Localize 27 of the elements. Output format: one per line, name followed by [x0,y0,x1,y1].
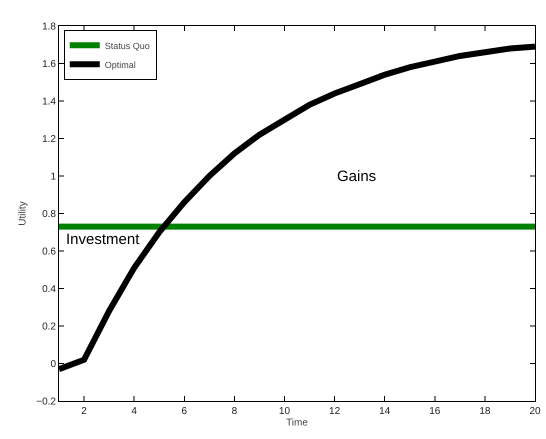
x-tick-label: 2 [81,406,88,417]
x-tick-label: 10 [278,406,290,417]
annotation: Gains [337,168,376,185]
x-tick-label: 14 [379,406,391,417]
x-axis-title: Time [286,418,308,428]
x-tick-label: 6 [181,406,188,417]
x-tick-label: 8 [232,406,238,417]
y-tick-label: 0.6 [42,246,56,258]
y-tick-label: 0.8 [42,209,56,220]
y-tick-label: 1.2 [42,134,56,145]
y-tick-label: −0.2 [36,396,56,408]
y-axis-title: Utility [17,201,28,226]
x-tick-label: 4 [131,406,138,417]
y-tick-label: 1.8 [42,22,56,32]
x-tick-label: 12 [329,406,341,417]
y-tick-label: 0.2 [42,322,56,332]
x-tick-label: 18 [479,406,491,417]
y-tick-label: 1.4 [42,96,56,108]
x-tick-label: 16 [429,406,441,417]
x-tick-label: 20 [529,406,541,417]
legend-label: Optimal [104,60,136,70]
legend-label: Status Quo [104,40,150,51]
y-tick-label: 1 [50,172,56,182]
y-tick-label: 0 [50,359,56,370]
y-tick-label: 0.4 [42,284,56,295]
y-tick-label: 1.6 [42,59,56,70]
annotation: Investment [66,231,140,248]
